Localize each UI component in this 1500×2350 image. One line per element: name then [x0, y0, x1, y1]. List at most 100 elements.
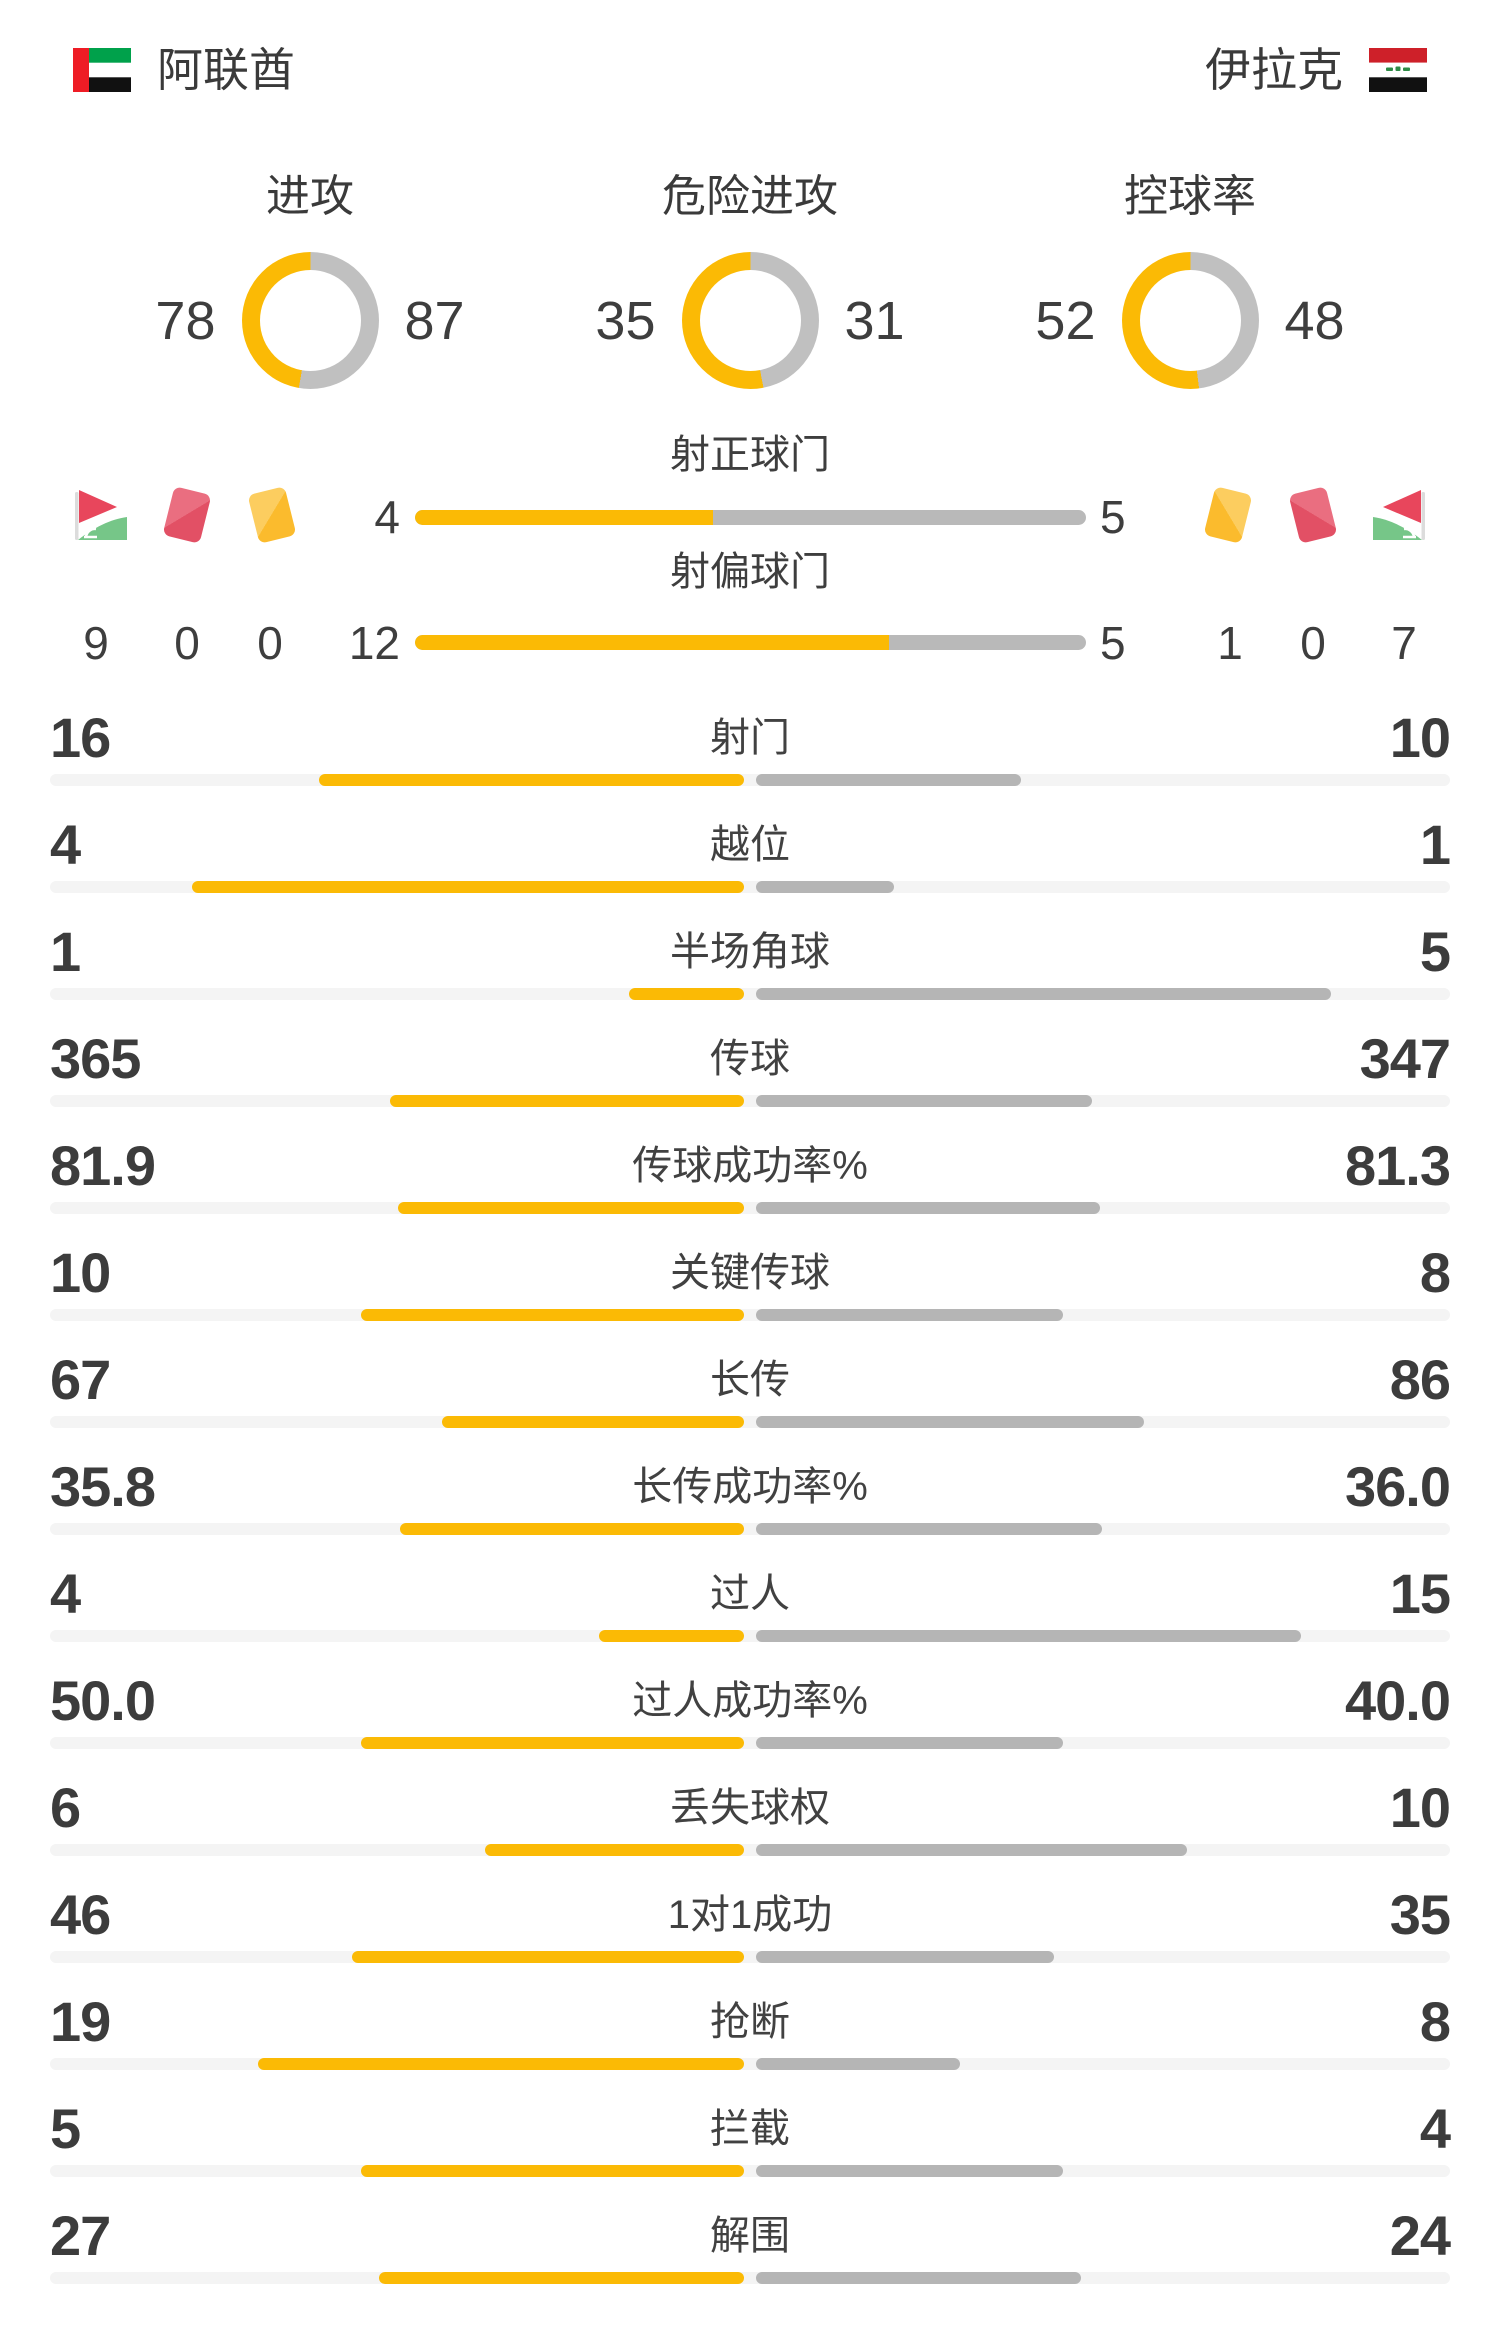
away-yellow-cards-count: 1: [1217, 617, 1243, 669]
stat-row: 67 长传 86: [0, 1326, 1500, 1433]
donut-group: 控球率 52 48: [976, 175, 1405, 389]
donut-hole: [699, 270, 801, 371]
stat-away-value: 1: [1419, 813, 1451, 876]
shots-off-target-bar: [415, 635, 1086, 650]
stat-home-bar: [398, 1202, 744, 1214]
stat-row: 27 解围 24: [0, 2182, 1500, 2289]
stat-away-bar: [756, 1095, 1092, 1107]
stat-home-value: 10: [50, 1241, 111, 1304]
stat-label: 1对1成功: [667, 1893, 833, 1937]
stat-home-value: 67: [50, 1348, 111, 1411]
stat-away-value: 10: [1389, 1776, 1451, 1839]
stat-label: 射门: [710, 716, 790, 760]
uae-flag-icon: [73, 48, 131, 92]
stat-home-value: 27: [50, 2204, 111, 2267]
stat-away-value: 24: [1389, 2204, 1451, 2267]
shots-on-target-bar: [415, 510, 1086, 525]
stat-home-bar: [258, 2058, 744, 2070]
stat-bar-track: [50, 1416, 1450, 1428]
stat-away-bar: [756, 1951, 1054, 1963]
donut-away-value: 31: [844, 290, 905, 351]
stat-away-bar: [756, 1309, 1063, 1321]
stat-row: 1 半场角球 5: [0, 898, 1500, 1005]
stat-home-bar: [442, 1416, 744, 1428]
stat-bar-track: [50, 1202, 1450, 1214]
stat-home-bar: [400, 1523, 744, 1535]
stat-bar-track: [50, 1095, 1450, 1107]
stat-label: 传球: [710, 1037, 790, 1081]
home-team-name: 阿联酋: [157, 44, 295, 96]
shots-off-target-title: 射偏球门: [670, 550, 830, 594]
stat-away-value: 8: [1419, 1990, 1451, 2053]
donut-home-value: 35: [595, 290, 656, 351]
away-red-cards-count: 0: [1300, 617, 1326, 669]
stat-home-bar: [319, 774, 744, 786]
stat-row: 5 拦截 4: [0, 2075, 1500, 2182]
stat-home-value: 35.8: [50, 1455, 156, 1518]
stat-home-bar: [192, 881, 744, 893]
donut-group: 危险进攻 35 31: [536, 175, 965, 389]
donut-hole: [259, 270, 361, 371]
stat-home-value: 4: [50, 813, 81, 876]
stat-bar-track: [50, 774, 1450, 786]
stat-away-value: 5: [1419, 920, 1451, 983]
donut-chart-row: 78 87: [96, 252, 525, 389]
stat-home-bar: [361, 1309, 744, 1321]
stat-away-bar: [756, 2272, 1081, 2284]
stat-home-bar: [361, 2165, 744, 2177]
stat-away-value: 10: [1389, 706, 1451, 769]
stat-away-value: 81.3: [1345, 1134, 1451, 1197]
stat-bar-track: [50, 1523, 1450, 1535]
stat-home-bar: [361, 1737, 744, 1749]
stat-away-bar: [756, 2058, 960, 2070]
stat-away-value: 8: [1419, 1241, 1451, 1304]
shots-on-target-home-value: 4: [374, 491, 400, 543]
stat-away-bar: [756, 881, 894, 893]
stat-home-value: 19: [50, 1990, 111, 2053]
donut-away-value: 48: [1284, 290, 1345, 351]
away-corners-count: 7: [1391, 617, 1417, 669]
shots-off-target-home-value: 12: [348, 617, 400, 669]
stat-away-value: 15: [1389, 1562, 1451, 1625]
stat-home-value: 81.9: [50, 1134, 156, 1197]
stat-away-bar: [756, 1416, 1144, 1428]
stat-home-bar: [599, 1630, 744, 1642]
stat-label: 丢失球权: [670, 1786, 830, 1830]
stat-home-bar: [629, 988, 744, 1000]
stat-label: 解围: [710, 2214, 790, 2258]
home-yellow-cards-count: 0: [257, 617, 283, 669]
stat-row: 4 过人 15: [0, 1540, 1500, 1647]
stat-label: 过人: [710, 1572, 790, 1616]
donut-ring: [681, 252, 819, 389]
donut-ring: [241, 252, 379, 389]
stat-home-bar: [485, 1844, 744, 1856]
donut-title: 进攻: [266, 172, 354, 221]
stat-row: 81.9 传球成功率% 81.3: [0, 1112, 1500, 1219]
stat-label: 关键传球: [670, 1251, 830, 1295]
donut-title: 危险进攻: [662, 172, 838, 221]
stat-bar-track: [50, 1737, 1450, 1749]
stat-away-value: 36.0: [1345, 1455, 1451, 1518]
stat-bar-track: [50, 1309, 1450, 1321]
stat-away-bar: [756, 2165, 1063, 2177]
stat-row: 10 关键传球 8: [0, 1219, 1500, 1326]
stat-label: 拦截: [710, 2107, 790, 2151]
stat-home-value: 6: [50, 1776, 81, 1839]
stat-away-value: 35: [1389, 1883, 1451, 1946]
stat-row: 6 丢失球权 10: [0, 1754, 1500, 1861]
stat-away-bar: [756, 774, 1021, 786]
home-red-cards-count: 0: [174, 617, 200, 669]
donut-home-value: 78: [155, 290, 216, 351]
stat-bar-track: [50, 2165, 1450, 2177]
stat-away-bar: [756, 1844, 1187, 1856]
donut-title: 控球率: [1124, 172, 1256, 221]
red-card-icon: [1288, 486, 1338, 544]
stat-row: 4 越位 1: [0, 791, 1500, 898]
stat-row: 46 1对1成功 35: [0, 1861, 1500, 1968]
donut-away-value: 87: [404, 290, 465, 351]
donut-chart-row: 35 31: [536, 252, 965, 389]
stat-row: 35.8 长传成功率% 36.0: [0, 1433, 1500, 1540]
stats-list: 16 射门 10 4 越位 1 1 半场角球 5 365 传球 347 81.9 传球成功率% 81.3 10…: [0, 684, 1500, 2289]
donut-home-value: 52: [1035, 290, 1096, 351]
